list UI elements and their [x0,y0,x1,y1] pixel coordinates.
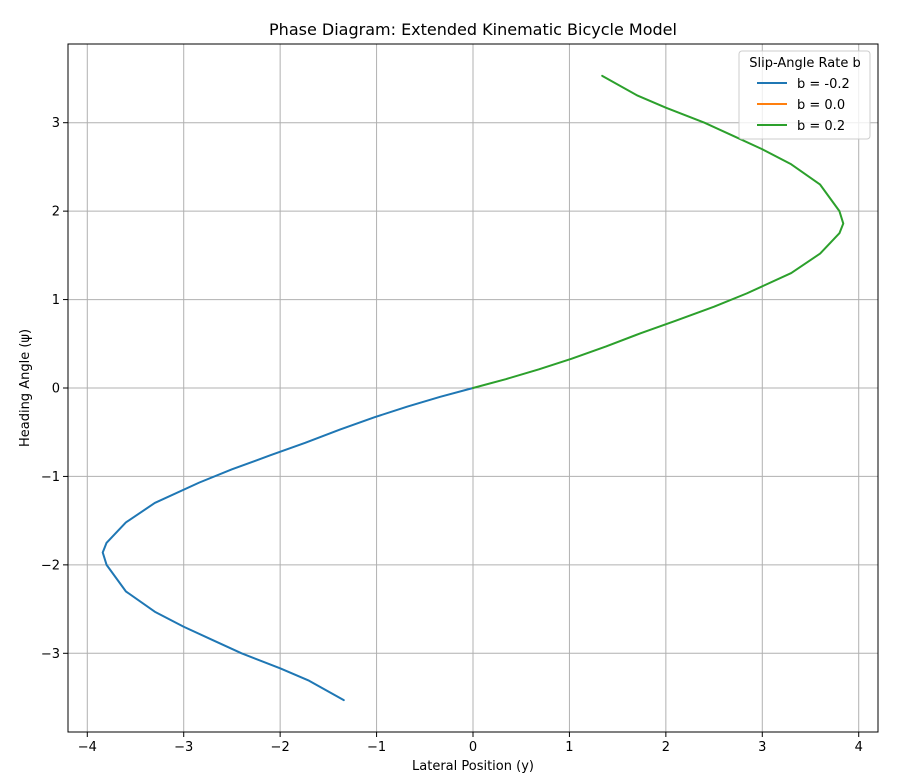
x-tick-label: −2 [271,740,290,755]
y-tick-label: 2 [52,205,60,220]
y-tick-label: −1 [41,470,60,485]
legend-entry-label: b = 0.0 [797,98,845,113]
legend-box [738,50,871,140]
x-tick-label: 2 [662,740,670,755]
legend-entry-label: b = 0.2 [797,119,845,134]
tick-layer: −4 −3 −2 −1 0 1 2 3 4 −3 −2 −1 0 1 2 3 [41,116,863,755]
legend: Slip-Angle Rate b b = -0.2 b = 0.0 b = 0.2 [738,50,871,140]
legend-title: Slip-Angle Rate b [749,56,860,71]
y-tick-label: 3 [52,116,60,131]
legend-entry-label: b = -0.2 [797,77,850,92]
x-tick-label: 0 [469,740,477,755]
y-tick-label: 1 [52,293,60,308]
series-line-2 [472,74,845,389]
x-tick-label: −3 [174,740,193,755]
series-line-0 [101,387,474,702]
y-tick-label: 0 [52,382,60,397]
x-tick-label: 1 [565,740,573,755]
x-tick-label: 4 [855,740,863,755]
series-layer [101,74,845,702]
y-axis-label: Heading Angle (ψ) [18,329,33,447]
y-tick-label: −2 [41,558,60,573]
chart-title: Phase Diagram: Extended Kinematic Bicycl… [269,20,677,39]
x-tick-label: −1 [367,740,386,755]
x-tick-label: −4 [78,740,97,755]
x-tick-label: 3 [758,740,766,755]
x-axis-label: Lateral Position (y) [412,759,534,774]
legend-items: b = -0.2 b = 0.0 b = 0.2 [757,77,850,134]
y-tick-label: −3 [41,647,60,662]
